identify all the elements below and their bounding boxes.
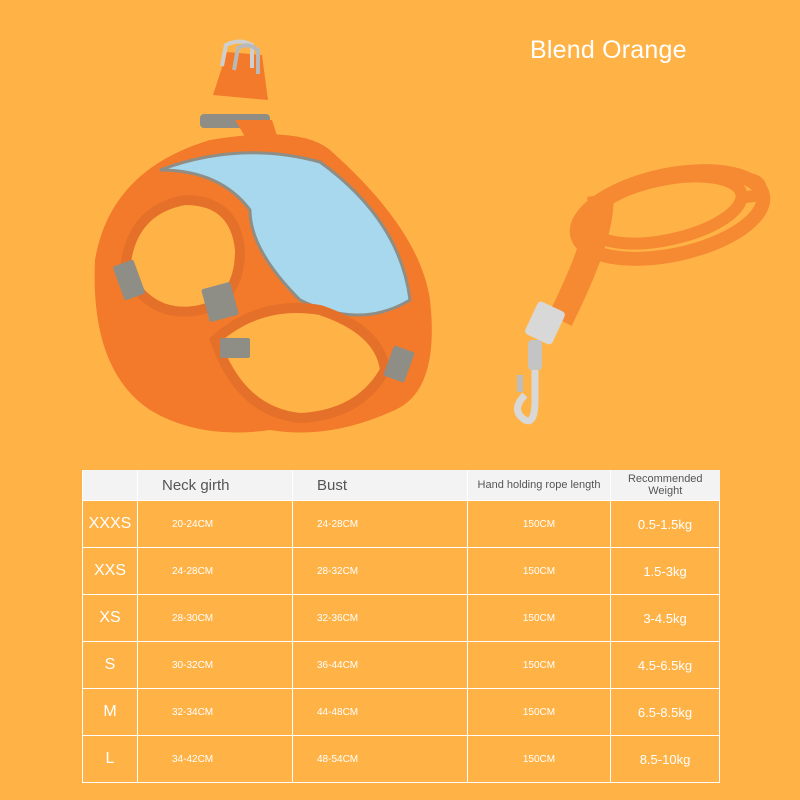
table-row: S 30-32CM 36-44CM 150CM 4.5-6.5kg — [82, 641, 720, 689]
size-cell: S — [82, 641, 138, 689]
size-chart-table: Neck girth Bust Hand holding rope length… — [82, 470, 720, 783]
weight-cell: 0.5-1.5kg — [610, 500, 720, 548]
header-size — [82, 470, 138, 501]
neck-cell: 30-32CM — [137, 641, 293, 689]
rope-cell: 150CM — [467, 688, 611, 736]
size-cell: XS — [82, 594, 138, 642]
table-header-row: Neck girth Bust Hand holding rope length… — [82, 470, 720, 501]
weight-cell: 8.5-10kg — [610, 735, 720, 783]
bust-cell: 28-32CM — [292, 547, 468, 595]
weight-cell: 6.5-8.5kg — [610, 688, 720, 736]
bust-cell: 48-54CM — [292, 735, 468, 783]
table-row: XXS 24-28CM 28-32CM 150CM 1.5-3kg — [82, 547, 720, 595]
table-row: XXXS 20-24CM 24-28CM 150CM 0.5-1.5kg — [82, 500, 720, 548]
header-neck-girth: Neck girth — [137, 470, 293, 501]
weight-cell: 3-4.5kg — [610, 594, 720, 642]
rope-cell: 150CM — [467, 594, 611, 642]
size-cell: L — [82, 735, 138, 783]
bust-cell: 44-48CM — [292, 688, 468, 736]
rope-cell: 150CM — [467, 735, 611, 783]
neck-cell: 28-30CM — [137, 594, 293, 642]
product-color-title: Blend Orange — [530, 36, 687, 64]
weight-cell: 1.5-3kg — [610, 547, 720, 595]
bust-cell: 36-44CM — [292, 641, 468, 689]
rope-cell: 150CM — [467, 641, 611, 689]
header-recommended-weight: Recommended Weight — [610, 470, 720, 501]
header-rope-length: Hand holding rope length — [467, 470, 611, 501]
header-bust: Bust — [292, 470, 468, 501]
neck-cell: 34-42CM — [137, 735, 293, 783]
size-cell: M — [82, 688, 138, 736]
neck-cell: 20-24CM — [137, 500, 293, 548]
leash-image — [514, 164, 771, 425]
table-row: M 32-34CM 44-48CM 150CM 6.5-8.5kg — [82, 688, 720, 736]
rope-cell: 150CM — [467, 547, 611, 595]
bust-cell: 32-36CM — [292, 594, 468, 642]
rope-cell: 150CM — [467, 500, 611, 548]
weight-cell: 4.5-6.5kg — [610, 641, 720, 689]
size-cell: XXXS — [82, 500, 138, 548]
table-row: XS 28-30CM 32-36CM 150CM 3-4.5kg — [82, 594, 720, 642]
neck-cell: 24-28CM — [137, 547, 293, 595]
table-row: L 34-42CM 48-54CM 150CM 8.5-10kg — [82, 735, 720, 783]
size-cell: XXS — [82, 547, 138, 595]
bust-cell: 24-28CM — [292, 500, 468, 548]
neck-cell: 32-34CM — [137, 688, 293, 736]
product-images — [94, 39, 771, 433]
harness-image — [94, 39, 432, 433]
